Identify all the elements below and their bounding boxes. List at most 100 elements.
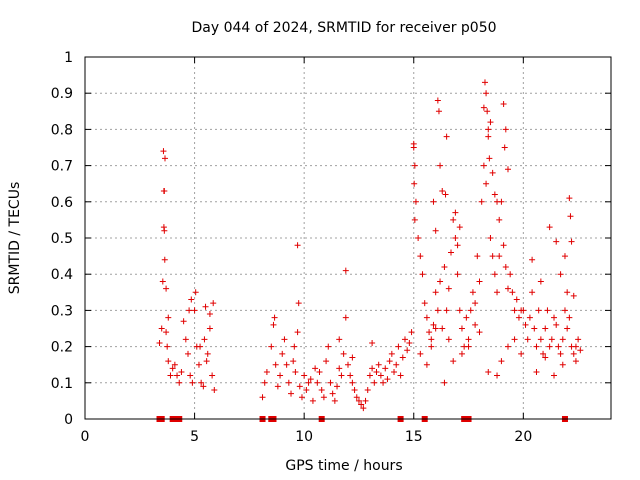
- y-tick-label: 1: [64, 50, 73, 66]
- data-point: [417, 253, 424, 260]
- data-point: [437, 162, 444, 169]
- data-point: [450, 216, 457, 223]
- data-point: [259, 394, 266, 401]
- data-point: [559, 361, 566, 368]
- data-point: [349, 379, 356, 386]
- data-point: [478, 198, 485, 205]
- data-point: [279, 350, 286, 357]
- data-point: [531, 325, 538, 332]
- data-point: [434, 307, 441, 314]
- data-point: [329, 390, 336, 397]
- data-point: [487, 119, 494, 126]
- data-point: [201, 336, 208, 343]
- data-point: [572, 343, 579, 350]
- data-point: [323, 358, 330, 365]
- data-point: [502, 263, 509, 270]
- data-point: [509, 289, 516, 296]
- data-point: [564, 325, 571, 332]
- data-point: [206, 325, 213, 332]
- data-point: [443, 133, 450, 140]
- data-point: [377, 372, 384, 379]
- data-point: [529, 256, 536, 263]
- data-point: [454, 242, 461, 249]
- x-tick-label: 0: [81, 429, 90, 445]
- axis-ticks: 00.10.20.30.40.50.60.70.80.910 5 10 15 20: [51, 50, 611, 445]
- data-point: [161, 227, 168, 234]
- data-point: [161, 256, 168, 263]
- data-point: [483, 180, 490, 187]
- data-point: [480, 162, 487, 169]
- data-point: [165, 314, 172, 321]
- data-point: [342, 314, 349, 321]
- data-point: [305, 379, 312, 386]
- data-point: [334, 383, 341, 390]
- data-point: [551, 372, 558, 379]
- data-point: [373, 368, 380, 375]
- data-point: [575, 336, 582, 343]
- data-point: [156, 339, 163, 346]
- data-point: [421, 300, 428, 307]
- data-point: [404, 347, 411, 354]
- data-point: [171, 361, 178, 368]
- data-point: [540, 350, 547, 357]
- data-point: [351, 387, 358, 394]
- data-point: [384, 376, 391, 383]
- y-tick-label: 0.2: [51, 340, 73, 356]
- data-point: [439, 325, 446, 332]
- data-point: [465, 343, 472, 350]
- data-point: [342, 267, 349, 274]
- data-point: [515, 314, 522, 321]
- data-point: [570, 292, 577, 299]
- data-point: [542, 325, 549, 332]
- data-point: [165, 358, 172, 365]
- data-point: [298, 394, 305, 401]
- data-point: [469, 289, 476, 296]
- data-point: [434, 97, 441, 104]
- data-point: [316, 368, 323, 375]
- data-point: [432, 227, 439, 234]
- data-point: [371, 379, 378, 386]
- data-point: [195, 361, 202, 368]
- data-point: [386, 358, 393, 365]
- data-point: [456, 307, 463, 314]
- data-point: [484, 108, 491, 115]
- data-point: [533, 368, 540, 375]
- data-point: [163, 285, 170, 292]
- data-point: [295, 300, 302, 307]
- data-point: [301, 372, 308, 379]
- data-point: [294, 242, 301, 249]
- data-point: [307, 376, 314, 383]
- data-point: [432, 325, 439, 332]
- data-point: [502, 126, 509, 133]
- data-point: [476, 278, 483, 285]
- data-point: [189, 379, 196, 386]
- data-point: [393, 361, 400, 368]
- data-point: [511, 336, 518, 343]
- data-point: [555, 343, 562, 350]
- data-point: [559, 336, 566, 343]
- data-point: [500, 101, 507, 108]
- data-point: [441, 379, 448, 386]
- data-point: [355, 397, 362, 404]
- data-point: [388, 350, 395, 357]
- data-points: [156, 79, 584, 412]
- data-point: [486, 155, 493, 162]
- data-point: [480, 104, 487, 111]
- data-point: [174, 372, 181, 379]
- data-point: [535, 307, 542, 314]
- data-point: [544, 307, 551, 314]
- data-point: [320, 394, 327, 401]
- data-point: [491, 271, 498, 278]
- data-point: [285, 379, 292, 386]
- data-point: [401, 336, 408, 343]
- data-point: [160, 187, 167, 194]
- data-point: [200, 383, 207, 390]
- data-point: [428, 336, 435, 343]
- data-point: [347, 372, 354, 379]
- data-point: [458, 325, 465, 332]
- data-point: [294, 329, 301, 336]
- data-point: [204, 350, 211, 357]
- data-point: [382, 365, 389, 372]
- data-point: [336, 365, 343, 372]
- data-point: [411, 216, 418, 223]
